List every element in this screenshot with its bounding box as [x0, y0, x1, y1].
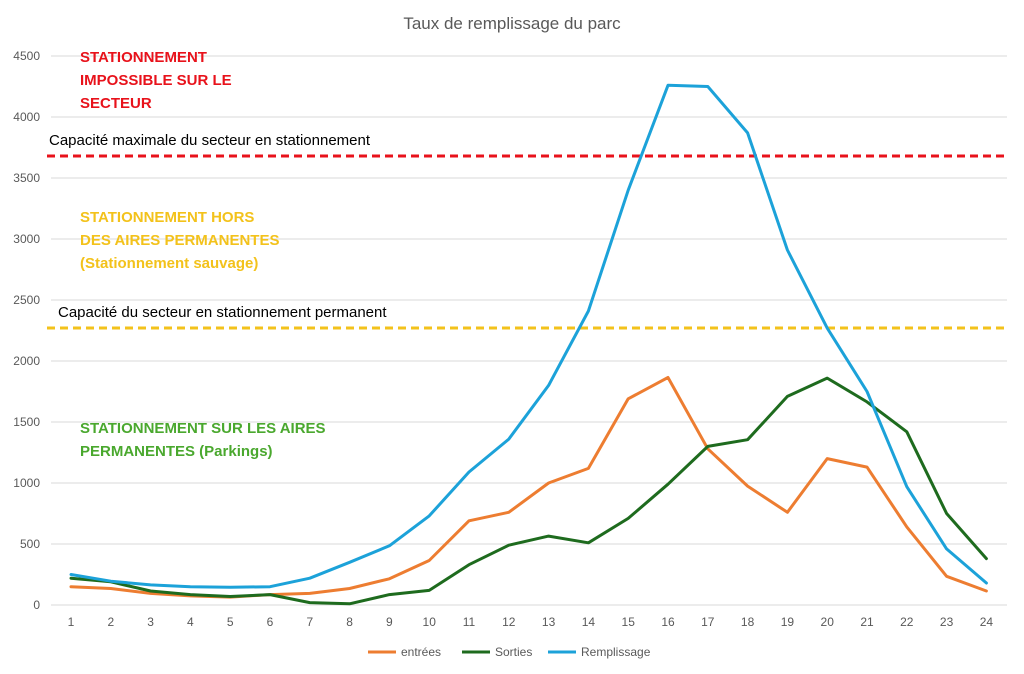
legend-label: Sorties	[495, 645, 532, 659]
y-tick-label: 1000	[13, 476, 40, 490]
zone-label-line: STATIONNEMENT	[80, 49, 207, 66]
series-line-Remplissage	[69, 83, 988, 589]
x-tick-label: 5	[227, 615, 234, 629]
x-tick-label: 17	[701, 615, 715, 629]
x-tick-label: 3	[147, 615, 154, 629]
y-tick-label: 3000	[13, 232, 40, 246]
y-tick-label: 3500	[13, 171, 40, 185]
x-tick-label: 9	[386, 615, 393, 629]
zone-label: STATIONNEMENT HORS DES AIRES PERMANENTES (…	[80, 209, 279, 272]
y-tick-label: 4000	[13, 110, 40, 124]
series-line-Sorties	[69, 376, 988, 606]
x-tick-label: 13	[542, 615, 556, 629]
x-tick-label: 12	[502, 615, 516, 629]
x-tick-label: 11	[463, 615, 476, 629]
y-tick-label: 500	[20, 537, 40, 551]
y-axis-ticks: 0 500 1000 1500 2000 2500 3000 3500 4000 4500	[13, 49, 40, 612]
x-tick-label: 7	[306, 615, 313, 629]
x-tick-label: 15	[622, 615, 636, 629]
x-tick-label: 18	[741, 615, 755, 629]
series-lines	[69, 83, 988, 606]
zone-label-line: (Stationnement sauvage)	[80, 255, 258, 272]
y-tick-label: 2000	[13, 354, 40, 368]
reference-lines: Capacité maximale du secteur en stationn…	[47, 132, 1005, 330]
x-tick-label: 16	[661, 615, 675, 629]
zone-label-line: STATIONNEMENT HORS	[80, 209, 254, 226]
zone-label-line: IMPOSSIBLE SUR LE	[80, 72, 232, 89]
x-tick-label: 19	[781, 615, 795, 629]
x-tick-label: 14	[582, 615, 596, 629]
reference-line-label: Capacité maximale du secteur en stationn…	[49, 132, 371, 149]
x-tick-label: 24	[980, 615, 994, 629]
legend-label: Remplissage	[581, 645, 651, 659]
x-tick-label: 1	[68, 615, 75, 629]
zone-label-line: PERMANENTES (Parkings)	[80, 443, 273, 460]
y-tick-label: 0	[33, 598, 40, 612]
reference-line-label: Capacité du secteur en stationnement per…	[58, 304, 387, 321]
x-tick-label: 2	[107, 615, 114, 629]
x-axis-ticks: 1 2 3 4 5 6 7 8 9 10 11 12 13 14 15 16 17 18 19 20 21 22 23 24	[68, 615, 994, 629]
x-tick-label: 6	[267, 615, 274, 629]
zone-label-line: DES AIRES PERMANENTES	[80, 232, 279, 249]
x-tick-label: 23	[940, 615, 954, 629]
chart-title: Taux de remplissage du parc	[403, 14, 621, 33]
legend-label: entrées	[401, 645, 441, 659]
zone-label: STATIONNEMENT SUR LES AIRES PERMANENTES (…	[80, 420, 326, 460]
zone-label-line: SECTEUR	[80, 95, 152, 112]
zone-label: STATIONNEMENT IMPOSSIBLE SUR LE SECTEUR	[80, 49, 232, 112]
x-tick-label: 8	[346, 615, 353, 629]
x-tick-label: 20	[821, 615, 835, 629]
x-tick-label: 21	[860, 615, 874, 629]
x-tick-label: 22	[900, 615, 914, 629]
x-tick-label: 4	[187, 615, 194, 629]
y-tick-label: 2500	[13, 293, 40, 307]
zone-label-line: STATIONNEMENT SUR LES AIRES	[80, 420, 326, 437]
x-tick-label: 10	[423, 615, 437, 629]
gridlines	[51, 55, 1007, 606]
y-tick-label: 1500	[13, 415, 40, 429]
zone-labels: STATIONNEMENT IMPOSSIBLE SUR LE SECTEURSTA…	[80, 49, 326, 460]
y-tick-label: 4500	[13, 49, 40, 63]
legend: entrées Sorties Remplissage	[368, 645, 651, 659]
